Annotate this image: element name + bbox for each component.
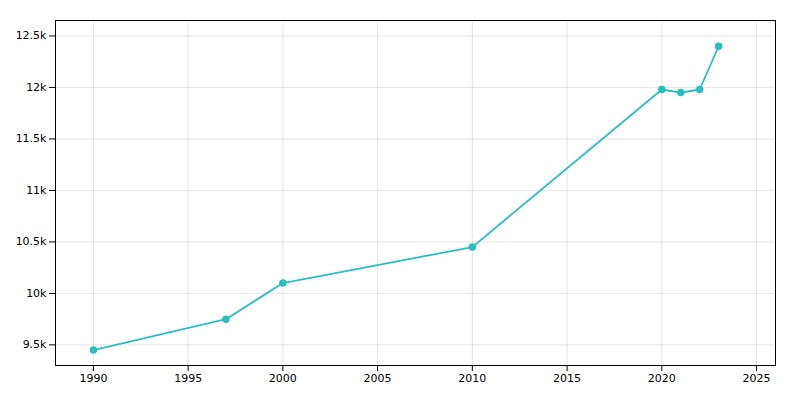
svg-text:12k: 12k bbox=[26, 81, 47, 94]
svg-text:1995: 1995 bbox=[174, 372, 202, 385]
svg-text:1990: 1990 bbox=[79, 372, 107, 385]
svg-text:10.5k: 10.5k bbox=[16, 235, 47, 248]
svg-text:11k: 11k bbox=[26, 184, 47, 197]
svg-text:2015: 2015 bbox=[553, 372, 581, 385]
svg-text:2025: 2025 bbox=[743, 372, 771, 385]
svg-text:12.5k: 12.5k bbox=[16, 29, 47, 42]
svg-text:2020: 2020 bbox=[648, 372, 676, 385]
svg-text:2010: 2010 bbox=[458, 372, 486, 385]
svg-text:11.5k: 11.5k bbox=[16, 132, 47, 145]
svg-text:10k: 10k bbox=[26, 287, 47, 300]
svg-text:2005: 2005 bbox=[364, 372, 392, 385]
svg-text:2000: 2000 bbox=[269, 372, 297, 385]
svg-text:9.5k: 9.5k bbox=[23, 338, 47, 351]
